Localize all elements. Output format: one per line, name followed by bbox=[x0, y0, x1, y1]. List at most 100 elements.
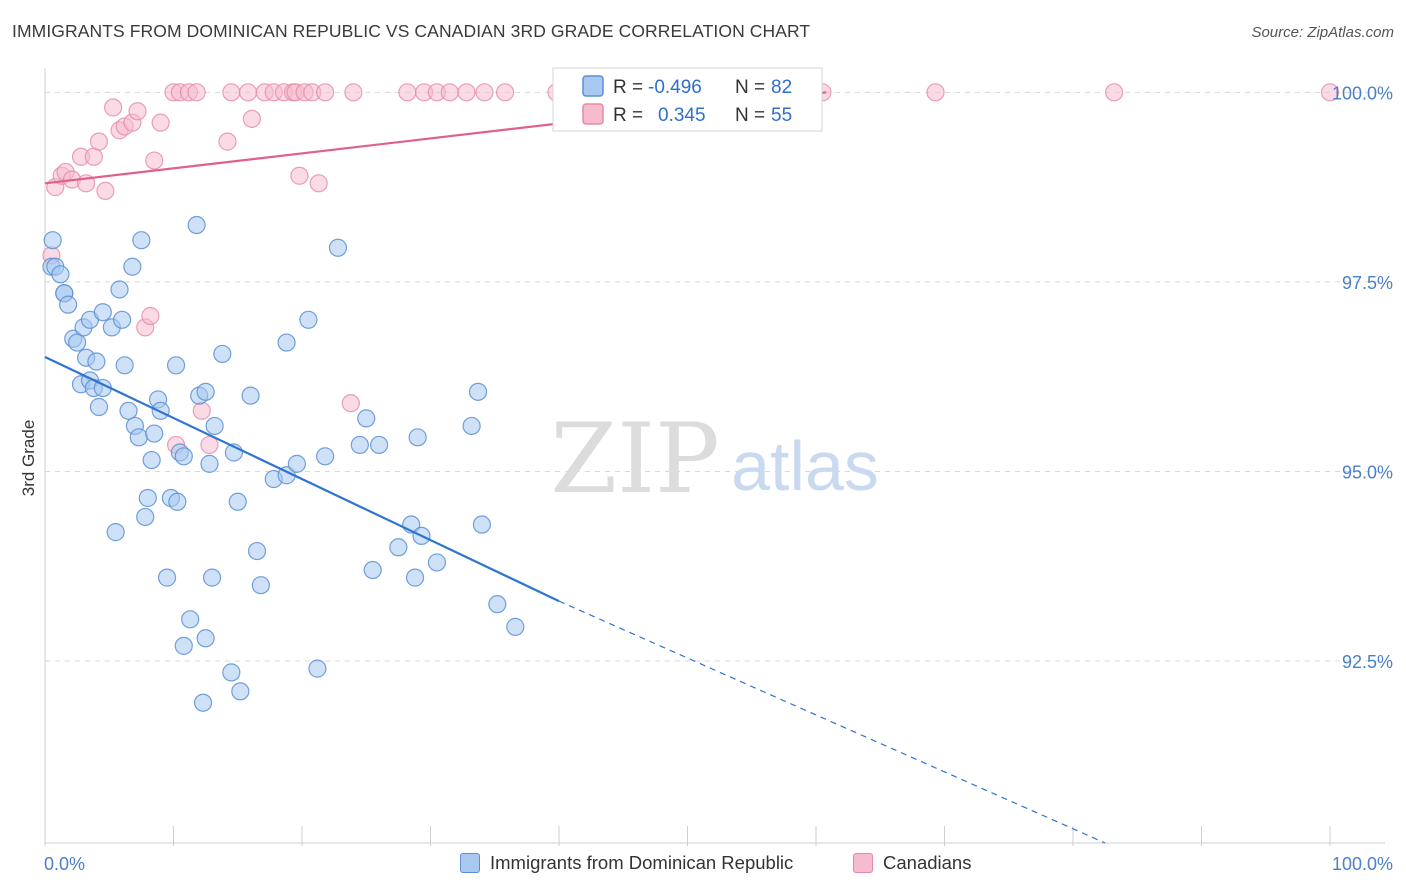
dominican-point bbox=[228, 492, 247, 511]
dominican-point bbox=[363, 560, 382, 580]
canadians-point bbox=[316, 83, 335, 102]
dominican-point bbox=[241, 386, 260, 405]
dominican-point bbox=[427, 553, 447, 572]
source-label: Source: ZipAtlas.com bbox=[1251, 24, 1394, 41]
axes bbox=[44, 68, 1385, 846]
legend-n-label-blue: N = bbox=[735, 77, 765, 98]
canadians-point bbox=[222, 83, 241, 102]
dominican-point bbox=[308, 659, 327, 678]
dominican-point bbox=[138, 488, 157, 508]
canadians-point bbox=[341, 394, 360, 413]
dominican-point bbox=[506, 617, 525, 636]
dominican-point bbox=[316, 447, 335, 466]
canadians-points bbox=[42, 83, 1340, 455]
dominican-point bbox=[166, 356, 186, 375]
legend-item-dominican[interactable]: Immigrants from Dominican Republic bbox=[460, 852, 793, 874]
legend-item-canadians[interactable]: Canadians bbox=[853, 852, 971, 874]
dominican-point bbox=[59, 295, 78, 314]
canadians-point bbox=[309, 174, 328, 193]
dominican-point bbox=[106, 523, 125, 542]
y-axis-label-group: 3rd Grade bbox=[19, 420, 38, 497]
dominican-point bbox=[112, 310, 132, 329]
canadians-point bbox=[440, 83, 459, 102]
legend-swatch-blue bbox=[582, 75, 604, 97]
canadians-point bbox=[200, 435, 219, 455]
canadians-point bbox=[926, 83, 945, 102]
dominican-point bbox=[89, 397, 109, 417]
dominican-point bbox=[196, 382, 215, 401]
legend-r-label-blue: R = bbox=[613, 77, 643, 98]
dominican-point bbox=[213, 344, 232, 364]
dominican-point bbox=[145, 424, 164, 443]
legend-r-label-pink: R = bbox=[613, 105, 643, 126]
dominican-point bbox=[136, 507, 155, 527]
dominican-point bbox=[193, 693, 213, 712]
canadians-point bbox=[84, 147, 103, 166]
dominican-point bbox=[196, 629, 215, 648]
dominican-point bbox=[328, 238, 348, 257]
dominican-point bbox=[462, 416, 481, 436]
dominican-point bbox=[168, 492, 187, 511]
dominican-point bbox=[123, 257, 142, 276]
canadians-point bbox=[457, 83, 476, 102]
canadians-point bbox=[344, 83, 363, 102]
y-tick-label: 100.0% bbox=[1332, 83, 1393, 103]
canadians-point bbox=[104, 98, 123, 117]
canadians-point bbox=[187, 83, 206, 102]
dominican-point bbox=[157, 568, 177, 587]
dominican-point bbox=[129, 428, 148, 447]
y-axis-label: 3rd Grade bbox=[19, 420, 38, 497]
canadians-point bbox=[475, 83, 494, 102]
dominican-point bbox=[119, 401, 138, 420]
dominican-point bbox=[389, 538, 408, 557]
canadians-point bbox=[192, 401, 211, 420]
dominican-point bbox=[277, 333, 296, 352]
dominican-point bbox=[115, 356, 134, 375]
legend-swatch-dominican bbox=[460, 853, 480, 873]
legend-r-value-pink: 0.345 bbox=[658, 105, 706, 126]
dominican-point bbox=[174, 636, 193, 655]
dominican-point bbox=[181, 610, 200, 629]
y-tick-label: 92.5% bbox=[1342, 652, 1393, 672]
dominican-point bbox=[408, 428, 427, 447]
watermark: ZIP atlas bbox=[550, 403, 879, 515]
legend-label-canadians: Canadians bbox=[883, 852, 972, 873]
dominican-point bbox=[357, 409, 376, 428]
dominican-trend-line bbox=[44, 355, 560, 603]
dominican-point bbox=[488, 595, 507, 614]
dominican-point bbox=[174, 447, 193, 466]
legend-n-value-blue: 82 bbox=[771, 77, 792, 98]
canadians-point bbox=[242, 109, 261, 128]
dominican-point bbox=[205, 416, 224, 436]
legend-n-value-pink: 55 bbox=[771, 105, 792, 126]
bottom-legend: Immigrants from Dominican Republic Canad… bbox=[0, 852, 1406, 878]
legend-n-label-pink: N = bbox=[735, 105, 765, 126]
canadians-point bbox=[238, 83, 258, 102]
canadians-point bbox=[398, 83, 417, 102]
canadians-point bbox=[218, 132, 237, 151]
dominican-point bbox=[142, 450, 161, 470]
x-tick-label: 100.0% bbox=[1332, 854, 1393, 874]
dominican-point bbox=[468, 382, 488, 401]
tick-labels: 92.5% 95.0% 97.5% 100.0% 0.0% 100.0% bbox=[44, 83, 1393, 874]
legend-swatch-pink bbox=[582, 103, 604, 125]
dominican-point bbox=[110, 280, 129, 299]
dominican-point bbox=[43, 231, 62, 250]
dominican-point bbox=[202, 568, 222, 587]
canadians-point bbox=[1105, 83, 1124, 102]
legend-label-dominican: Immigrants from Dominican Republic bbox=[490, 852, 794, 873]
dominican-points bbox=[42, 215, 525, 712]
canadians-point bbox=[141, 306, 160, 326]
dominican-trend-extension bbox=[558, 600, 1106, 844]
watermark-zip: ZIP bbox=[550, 403, 719, 515]
canadians-point bbox=[290, 166, 309, 185]
dominican-point bbox=[200, 454, 219, 473]
dominican-point bbox=[247, 541, 267, 561]
y-tick-label: 95.0% bbox=[1342, 462, 1393, 482]
canadians-point bbox=[89, 132, 109, 151]
dominican-point bbox=[51, 265, 70, 284]
y-tick-label: 97.5% bbox=[1342, 273, 1393, 293]
canadians-point bbox=[1320, 83, 1340, 102]
dominican-point bbox=[187, 215, 206, 235]
dominican-point bbox=[68, 333, 87, 352]
